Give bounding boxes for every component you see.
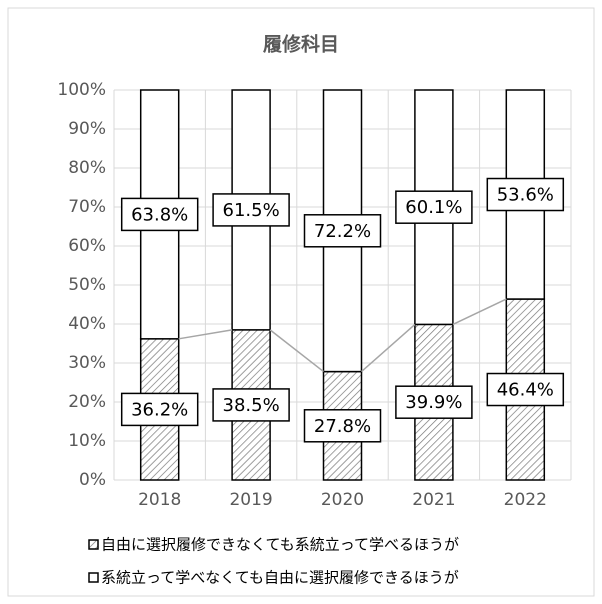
legend-label: 系統立って学べなくても自由に選択履修できるほうが — [101, 569, 459, 587]
value-label: 60.1% — [405, 197, 462, 218]
x-tick-label: 2021 — [412, 490, 455, 510]
value-label-box — [212, 388, 290, 422]
series-line — [361, 323, 416, 373]
y-tick-label: 0% — [79, 470, 106, 490]
y-tick-label: 80% — [68, 158, 106, 178]
value-label: 36.2% — [131, 399, 188, 420]
legend-marker — [88, 539, 99, 550]
series-line — [178, 329, 233, 340]
x-tick-label: 2020 — [321, 490, 364, 510]
value-label: 27.8% — [314, 416, 371, 437]
legend-marker — [88, 572, 99, 583]
chart-border — [7, 7, 595, 597]
y-tick-label: 50% — [68, 275, 106, 295]
value-label-box — [212, 193, 290, 227]
y-tick-label: 70% — [68, 197, 106, 217]
x-tick-label: 2018 — [138, 490, 181, 510]
y-tick-label: 100% — [57, 80, 106, 100]
chart-title: 履修科目 — [263, 33, 339, 56]
y-tick-label: 60% — [68, 236, 106, 256]
value-label: 63.8% — [131, 204, 188, 225]
value-label-box — [486, 177, 565, 212]
series-line — [269, 329, 324, 373]
value-label-box — [486, 372, 565, 407]
legend-label: 自由に選択履修できなくても系統立って学べるほうが — [101, 536, 459, 554]
value-label-box — [303, 409, 382, 443]
value-label-box — [120, 197, 199, 232]
value-label: 61.5% — [223, 200, 280, 221]
value-label-box — [120, 392, 199, 427]
y-tick-label: 40% — [68, 314, 106, 334]
value-label: 38.5% — [223, 395, 280, 416]
x-tick-label: 2019 — [229, 490, 272, 510]
value-label: 39.9% — [405, 392, 462, 413]
y-tick-label: 10% — [68, 431, 106, 451]
series-line — [452, 298, 507, 326]
y-tick-label: 90% — [68, 119, 106, 139]
value-label-box — [303, 214, 382, 248]
y-tick-label: 20% — [68, 392, 106, 412]
value-label-box — [395, 190, 473, 224]
value-label: 72.2% — [314, 221, 371, 242]
value-label: 53.6% — [497, 185, 554, 206]
value-label-box — [395, 385, 473, 419]
value-label: 46.4% — [497, 380, 554, 401]
x-tick-label: 2022 — [504, 490, 547, 510]
y-tick-label: 30% — [68, 353, 106, 373]
